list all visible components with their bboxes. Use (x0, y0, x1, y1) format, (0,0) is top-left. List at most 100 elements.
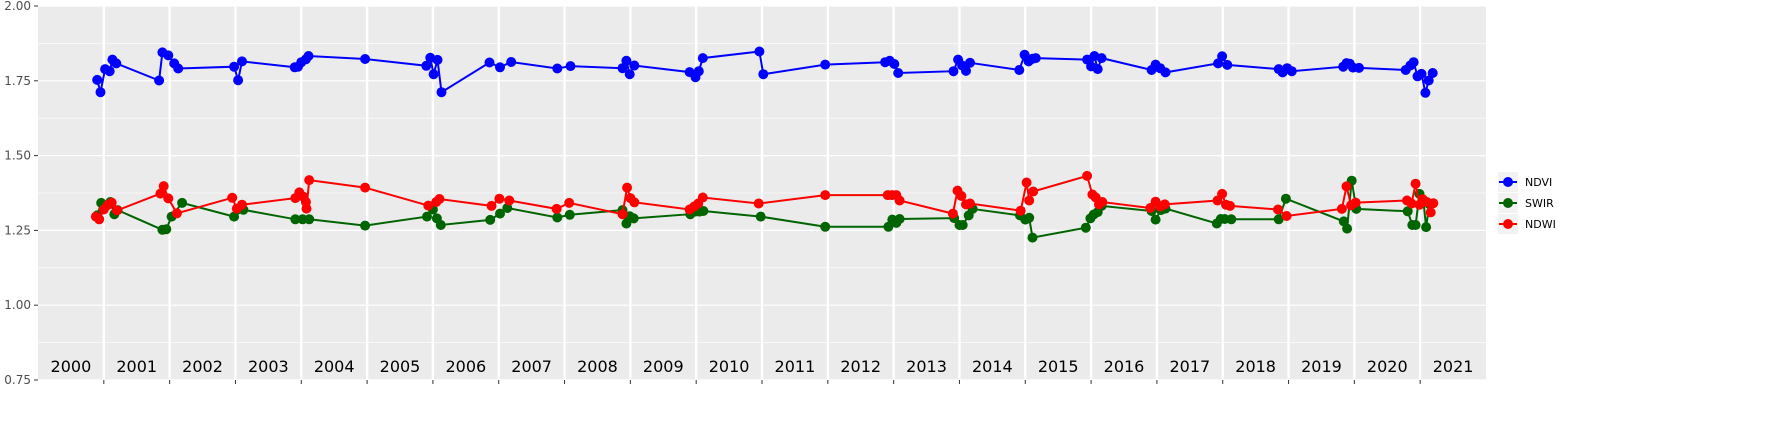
data-point (494, 193, 505, 204)
legend-item-ndvi: NDVI (1498, 172, 1552, 192)
data-point (1159, 199, 1170, 210)
year-label: 2002 (182, 357, 223, 376)
data-point (1024, 212, 1035, 223)
data-point (1217, 51, 1228, 62)
legend-key-point (1503, 219, 1513, 229)
data-point (237, 56, 247, 67)
data-point (504, 195, 515, 206)
data-point (1281, 211, 1292, 221)
data-point (1336, 203, 1347, 214)
data-point (820, 59, 831, 70)
year-label: 2014 (972, 357, 1013, 376)
data-point (1028, 186, 1039, 197)
data-point (1080, 222, 1091, 233)
data-point (753, 198, 764, 209)
data-point (171, 208, 182, 219)
data-point (506, 57, 517, 67)
data-point (820, 221, 831, 232)
data-point (304, 214, 315, 225)
year-label: 2008 (577, 357, 618, 376)
data-point (1425, 207, 1436, 218)
data-point (290, 214, 301, 225)
data-point (697, 192, 708, 203)
data-point (1423, 75, 1434, 86)
data-point (229, 61, 240, 72)
y-tick-label: 1.75 (4, 74, 31, 88)
year-label: 2015 (1038, 357, 1079, 376)
year-label: 2004 (314, 357, 355, 376)
data-point (758, 69, 769, 80)
data-point (94, 214, 105, 225)
data-point (1280, 193, 1291, 204)
year-label: 2000 (51, 357, 92, 376)
x-axis (103, 380, 1421, 384)
legend-key-point (1503, 177, 1513, 187)
data-point (104, 66, 115, 77)
data-point (564, 209, 575, 220)
data-point (95, 87, 106, 98)
y-tick-label: 0.75 (4, 373, 31, 387)
data-point (92, 74, 103, 85)
year-labels: 2000 2001 2002 2003 2004 2005 2006 2007 2008 2009… (51, 357, 1474, 376)
data-point (1222, 59, 1233, 70)
year-label: 2005 (380, 357, 421, 376)
legend-key-point (1503, 198, 1513, 208)
data-point (360, 54, 371, 64)
data-point (693, 66, 704, 77)
data-point (1416, 68, 1427, 79)
data-point (698, 206, 709, 216)
data-point (434, 194, 445, 204)
series-ndvi (92, 46, 1438, 98)
year-label: 2021 (1433, 357, 1474, 376)
data-point (754, 46, 765, 57)
year-label: 2003 (248, 357, 289, 376)
data-point (551, 203, 562, 214)
data-point (1427, 68, 1438, 78)
data-point (435, 220, 446, 230)
data-point (1402, 206, 1413, 217)
data-point (229, 211, 240, 222)
data-point (301, 203, 312, 214)
data-point (1015, 205, 1026, 216)
year-label: 2006 (445, 357, 486, 376)
data-point (1354, 62, 1364, 73)
data-point (436, 87, 447, 98)
data-point (565, 61, 576, 72)
year-label: 2007 (511, 357, 552, 376)
data-point (1021, 177, 1032, 188)
data-point (893, 68, 904, 78)
year-label: 2016 (1104, 357, 1145, 376)
data-point (1342, 223, 1353, 234)
data-point (237, 199, 247, 210)
y-tick-label: 1.00 (4, 298, 31, 312)
data-point (552, 212, 563, 223)
year-label: 2020 (1367, 357, 1408, 376)
data-point (1428, 198, 1439, 209)
data-point (154, 75, 165, 86)
data-point (495, 208, 505, 219)
data-point (1096, 53, 1107, 64)
data-point (173, 63, 184, 74)
data-point (1226, 214, 1237, 225)
series-layer (90, 46, 1439, 243)
data-point (304, 175, 315, 186)
data-point (1024, 195, 1035, 206)
data-point (948, 66, 959, 77)
data-point (1410, 178, 1421, 189)
year-label: 2012 (840, 357, 881, 376)
data-point (161, 224, 172, 235)
data-point (421, 60, 432, 71)
data-point (1406, 198, 1417, 209)
year-label: 2013 (906, 357, 947, 376)
legend-item-ndwi: NDWI (1498, 214, 1556, 234)
year-label: 2019 (1301, 357, 1342, 376)
data-point (360, 220, 371, 231)
data-point (177, 197, 188, 208)
data-point (1217, 188, 1228, 199)
data-point (423, 200, 434, 211)
data-point (163, 50, 174, 61)
data-point (755, 211, 766, 222)
data-point (697, 53, 708, 64)
data-point (965, 198, 975, 209)
